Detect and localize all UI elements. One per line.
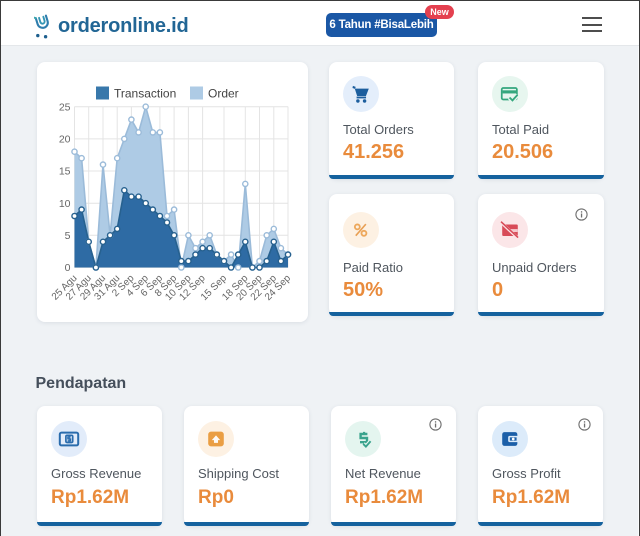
svg-text:20: 20 — [59, 134, 71, 146]
svg-text:10: 10 — [59, 198, 71, 210]
svg-text:5: 5 — [65, 230, 71, 242]
svg-text:Order: Order — [208, 87, 239, 101]
svg-text:15: 15 — [59, 166, 71, 178]
svg-text:Transaction: Transaction — [114, 87, 176, 101]
svg-text:0: 0 — [65, 262, 71, 274]
svg-text:25: 25 — [59, 101, 71, 113]
